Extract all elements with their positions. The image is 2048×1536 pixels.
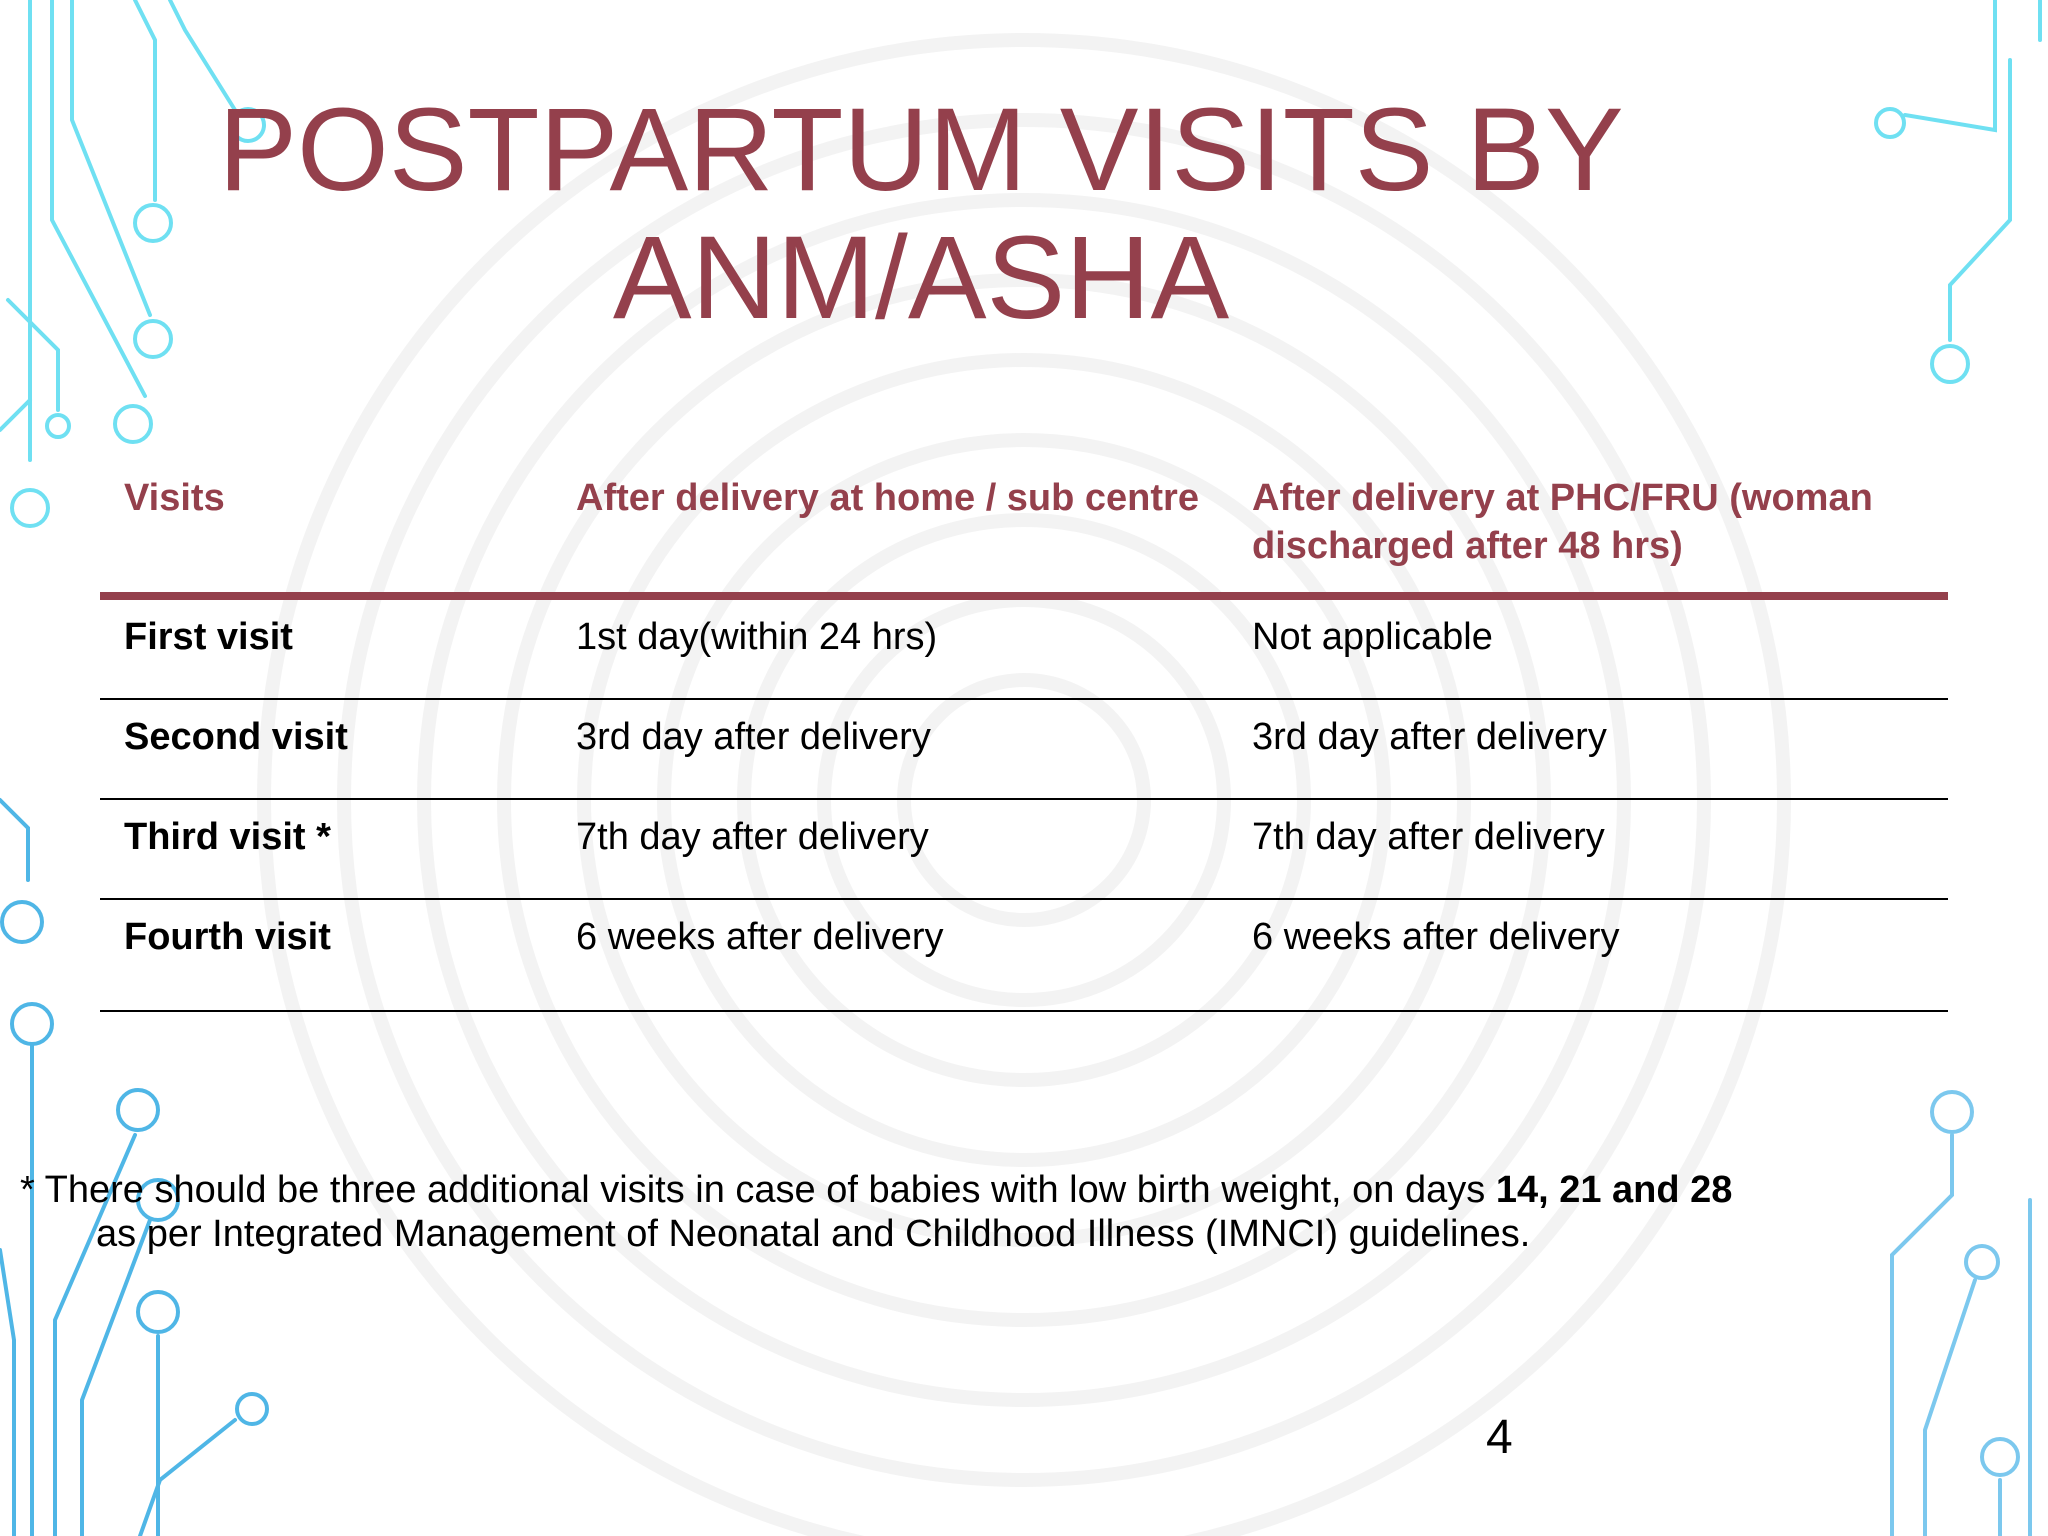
table-header-row: Visits After delivery at home / sub cent… <box>100 462 1948 600</box>
visit-name-cell: First visit <box>100 596 552 700</box>
table-row: Fourth visit 6 weeks after delivery 6 we… <box>100 899 1948 1012</box>
footnote-text: * There should be three additional visit… <box>20 1169 1496 1211</box>
visit-name-cell: Fourth visit <box>100 899 552 1012</box>
home-subcentre-cell: 6 weeks after delivery <box>552 899 1228 1012</box>
home-subcentre-cell: 7th day after delivery <box>552 799 1228 900</box>
header-visits: Visits <box>100 462 552 600</box>
slide-title-line-2: ANM/ASHA <box>612 212 1230 344</box>
footnote-text-continued: as per Integrated Management of Neonatal… <box>96 1213 1531 1255</box>
slide-title-line-1: POSTPARTUM VISITS BY <box>218 84 1624 216</box>
table-row: First visit 1st day(within 24 hrs) Not a… <box>100 596 1948 700</box>
footnote-days: 14, 21 and 28 <box>1495 1169 1733 1211</box>
header-home-subcentre: After delivery at home / sub centre <box>552 462 1228 600</box>
footnote: * There should be three additional visit… <box>20 1168 1920 1256</box>
phc-fru-cell: 7th day after delivery <box>1228 799 1948 900</box>
postpartum-visits-table: Visits After delivery at home / sub cent… <box>100 462 1948 1012</box>
visit-name-cell: Third visit * <box>100 799 552 900</box>
slide-title: POSTPARTUM VISITS BY ANM/ASHA <box>196 86 1646 342</box>
home-subcentre-cell: 3rd day after delivery <box>552 699 1228 800</box>
home-subcentre-cell: 1st day(within 24 hrs) <box>552 596 1228 700</box>
table-row: Third visit * 7th day after delivery 7th… <box>100 799 1948 900</box>
phc-fru-cell: 6 weeks after delivery <box>1228 899 1948 1012</box>
phc-fru-cell: Not applicable <box>1228 596 1948 700</box>
header-phc-fru: After delivery at PHC/FRU (woman dischar… <box>1228 462 1948 600</box>
page-number: 4 <box>1486 1411 1513 1464</box>
visit-name-cell: Second visit <box>100 699 552 800</box>
table-row: Second visit 3rd day after delivery 3rd … <box>100 699 1948 800</box>
phc-fru-cell: 3rd day after delivery <box>1228 699 1948 800</box>
